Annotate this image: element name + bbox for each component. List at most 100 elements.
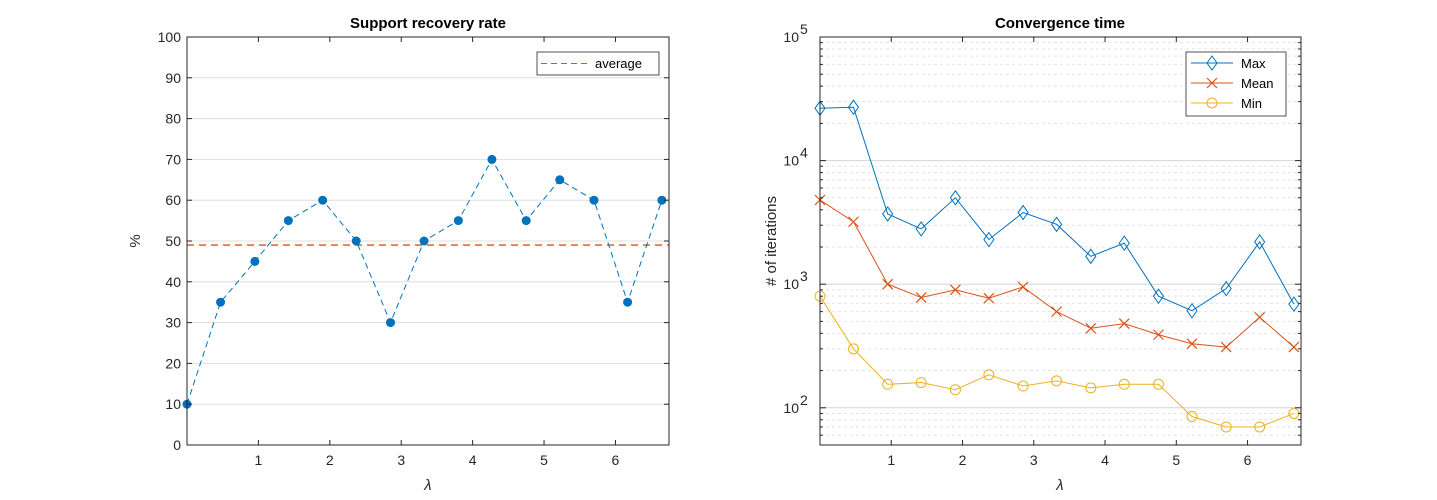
data-point-min — [1017, 380, 1029, 392]
plot-box-right — [819, 36, 1302, 446]
legend-marker-min — [1206, 97, 1218, 109]
y-tick-base: 10 — [783, 276, 799, 292]
y-tick-base: 10 — [783, 153, 799, 169]
data-point-max — [1186, 302, 1198, 319]
data-point-mean — [1254, 311, 1266, 323]
data-point-min — [1220, 421, 1232, 433]
data-point — [386, 318, 396, 328]
y-tick-label: 90 — [165, 70, 181, 86]
data-point — [657, 195, 667, 205]
y-axis-label-left: % — [127, 234, 144, 247]
data-point-mean — [915, 292, 927, 303]
legend-label-mean: Mean — [1241, 76, 1274, 91]
x-tick-label: 5 — [540, 452, 548, 468]
data-point-min — [983, 369, 995, 381]
legend-label-min: Min — [1241, 96, 1262, 111]
legend-marker-max — [1206, 55, 1218, 71]
convergence-time-chart: 10 210 310 410 51 2 3 4 5 6 Convergence time λ # … — [763, 15, 1302, 494]
y-tick-base: 10 — [783, 400, 799, 416]
legend-average-label: average — [595, 56, 642, 71]
data-point-max — [1220, 280, 1232, 297]
data-point-max — [915, 221, 927, 237]
data-point-min — [1254, 421, 1266, 433]
legend-label-max: Max — [1241, 56, 1266, 71]
x-tick-label: 1 — [887, 452, 895, 468]
x-axis-label-left: λ — [423, 477, 431, 494]
series-line-max — [819, 106, 1295, 312]
y-tick-exponent: 2 — [800, 392, 808, 408]
data-point-min — [882, 378, 894, 390]
data-point — [555, 175, 565, 185]
y-axis-label-right: # of iterations — [763, 196, 780, 286]
legend-marker-mean — [1206, 77, 1218, 89]
data-point-max — [847, 99, 860, 116]
data-point-max — [1085, 248, 1097, 265]
y-tick-label: 60 — [165, 192, 181, 208]
y-tick-label: 30 — [165, 315, 181, 331]
data-point — [453, 216, 463, 226]
data-point-min — [1118, 378, 1130, 390]
data-point-mean — [1118, 318, 1130, 330]
data-point-max — [1118, 235, 1130, 251]
y-tick-label: 10 5 — [783, 21, 808, 45]
y-tick-exponent: 5 — [800, 21, 808, 37]
x-axis-label-right: λ — [1055, 477, 1063, 494]
legend-box-left — [536, 51, 660, 76]
data-point-mean — [1017, 281, 1029, 293]
data-point-mean — [1288, 341, 1300, 353]
data-point-mean — [1220, 341, 1232, 353]
y-tick-label: 10 3 — [783, 268, 808, 292]
data-point — [623, 297, 633, 307]
data-point-mean — [949, 284, 961, 296]
y-tick-label: 80 — [165, 111, 181, 127]
chart-title-left: Support recovery rate — [350, 15, 506, 32]
y-tick-exponent: 3 — [800, 268, 808, 284]
data-point-min — [1051, 375, 1063, 387]
data-point — [351, 236, 361, 246]
legend-right: Max Mean Min — [1185, 51, 1287, 117]
x-tick-label: 1 — [255, 452, 263, 468]
x-tick-label: 4 — [1101, 452, 1109, 468]
data-point-max — [882, 206, 894, 222]
x-tick-label: 4 — [469, 452, 477, 468]
x-tick-label: 2 — [959, 452, 967, 468]
data-point — [589, 195, 599, 205]
data-point-mean — [1153, 329, 1164, 341]
y-tick-label: 70 — [165, 151, 181, 167]
y-tick-label: 40 — [165, 274, 181, 290]
x-tick-label: 6 — [1244, 452, 1252, 468]
x-tick-label: 5 — [1172, 452, 1180, 468]
y-tick-exponent: 4 — [800, 145, 808, 161]
data-point-mean — [1085, 322, 1097, 334]
data-point-mean — [983, 292, 995, 304]
data-point — [487, 154, 497, 164]
legend-left: average — [536, 51, 660, 76]
data-point-max — [1254, 234, 1266, 250]
x-tick-label: 6 — [612, 452, 620, 468]
data-point — [283, 216, 293, 226]
data-point-mean — [1051, 306, 1063, 318]
data-point-max — [983, 231, 995, 248]
x-tick-label: 3 — [1030, 452, 1038, 468]
data-point-mean — [848, 216, 859, 228]
data-point-min — [949, 384, 961, 396]
y-tick-base: 10 — [783, 29, 799, 45]
series-line-min — [819, 295, 1295, 428]
data-point-max — [1288, 296, 1300, 312]
y-tick-label: 20 — [165, 355, 181, 371]
support-recovery-chart: 0 10 20 30 40 50 60 70 80 90 100 1 2 3 4 5 6 Support rec… — [127, 15, 670, 494]
y-tick-label: 10 4 — [783, 145, 808, 169]
data-point-min — [915, 377, 927, 389]
y-tick-label: 10 2 — [783, 392, 808, 416]
data-point-max — [1017, 204, 1029, 221]
x-tick-label: 3 — [397, 452, 405, 468]
y-tick-label: 10 — [165, 396, 181, 412]
data-point-min — [1152, 378, 1164, 390]
x-tick-label: 2 — [326, 452, 334, 468]
y-tick-label: 50 — [165, 233, 181, 249]
data-point-mean — [882, 278, 894, 290]
y-tick-label: 100 — [158, 29, 182, 45]
data-point — [250, 256, 260, 266]
data-point — [521, 216, 531, 226]
